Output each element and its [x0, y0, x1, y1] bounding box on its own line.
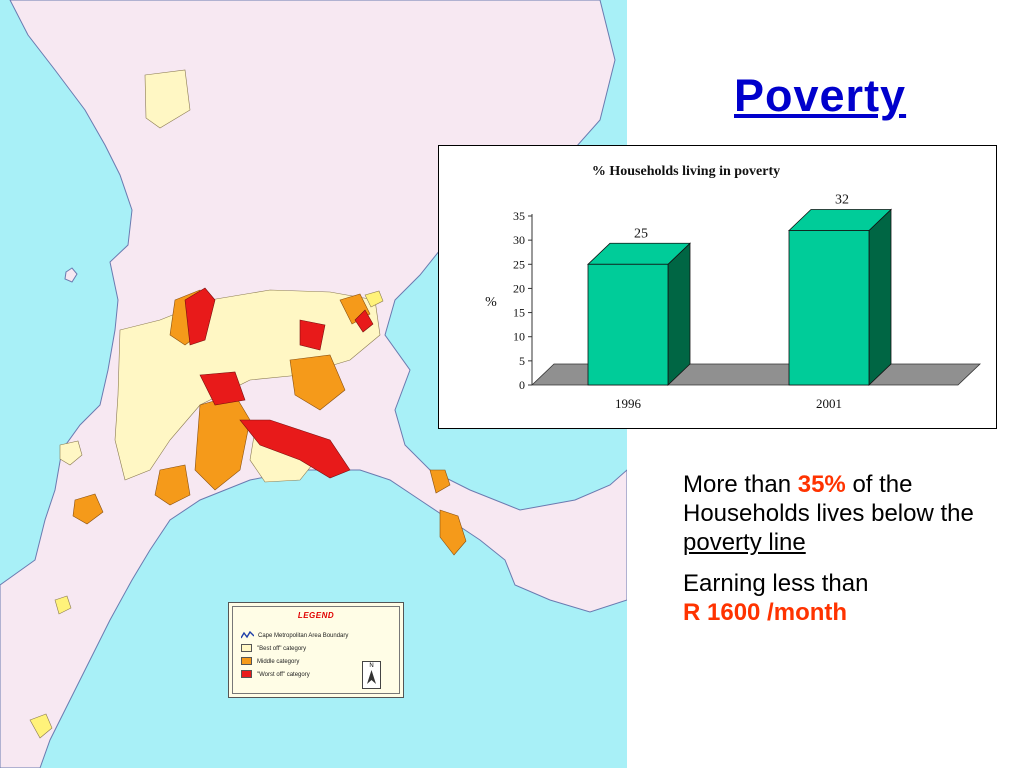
legend-item-boundary: Cape Metropolitan Area Boundary: [241, 631, 348, 641]
bar-2001: [788, 230, 870, 386]
category-label-2001: 2001: [816, 396, 842, 411]
legend-label-boundary: Cape Metropolitan Area Boundary: [258, 633, 349, 639]
chart-canvas: % Households living in poverty % 0 5 10 15 2…: [485, 164, 981, 411]
p2-before: Earning less than: [683, 570, 869, 597]
y-tick-label: 10: [513, 330, 525, 344]
y-tick-label: 0: [519, 378, 525, 392]
peninsula-areas: [29, 290, 384, 739]
legend-label-worst-off: "Worst off" category: [257, 672, 310, 678]
p1-after: of the Households lives below the: [683, 471, 974, 527]
poverty-chart: % Households living in poverty % 0 5 10 15 2…: [438, 145, 997, 429]
y-tick-label: 30: [513, 233, 525, 247]
bar-side: [868, 208, 892, 386]
category-label-1996: 1996: [615, 396, 642, 411]
north-label: N: [369, 663, 374, 669]
y-tick-label: 35: [513, 209, 525, 223]
poverty-statement: More than 35% of the Households lives be…: [683, 470, 983, 557]
chart-labels: 25 1996 32 2001: [615, 192, 849, 411]
boundary-line-icon: [241, 631, 254, 639]
compass-arrow-icon: [367, 670, 376, 684]
p1-before: More than: [683, 471, 798, 498]
chart-y-axis: 0 5 10 15 20 25 30 35: [513, 209, 533, 392]
income-statement: Earning less than R 1600 /month: [683, 569, 983, 627]
north-arrow-icon: N: [362, 661, 381, 689]
income-threshold: R 1600 /month: [683, 599, 848, 626]
y-tick-label: 5: [519, 354, 525, 368]
y-tick-label: 15: [513, 306, 525, 320]
legend-item-middle: Middle category: [241, 657, 299, 667]
legend-label-best-off: "Best off" category: [257, 646, 307, 652]
chart-y-axis-label: %: [485, 295, 497, 310]
data-label-2001: 32: [835, 192, 849, 207]
y-tick-label: 20: [513, 281, 525, 295]
slide-title: Poverty: [734, 70, 907, 121]
summary-text: More than 35% of the Households lives be…: [683, 470, 983, 627]
best-off-swatch: [241, 644, 252, 653]
y-tick-label: 25: [513, 257, 525, 271]
chart-title: % Households living in poverty: [592, 164, 780, 179]
worst-off-areas: [184, 287, 374, 479]
data-label-1996: 25: [634, 226, 648, 241]
island: [64, 267, 78, 283]
chart-bars: [587, 208, 892, 386]
worst-off-swatch: [241, 670, 252, 679]
map-legend: LEGEND Cape Metropolitan Area Boundary "…: [228, 602, 404, 698]
bar-side: [667, 242, 691, 386]
legend-item-worst-off: "Worst off" category: [241, 670, 310, 680]
legend-label-middle: Middle category: [257, 659, 300, 665]
poverty-line-term: poverty line: [683, 529, 806, 556]
bar-1996: [587, 263, 669, 386]
legend-item-best-off: "Best off" category: [241, 644, 306, 654]
legend-title: LEGEND: [297, 611, 335, 620]
poverty-percentage: 35%: [797, 471, 846, 498]
legend-frame: LEGEND Cape Metropolitan Area Boundary "…: [232, 606, 400, 694]
middle-swatch: [241, 657, 252, 666]
